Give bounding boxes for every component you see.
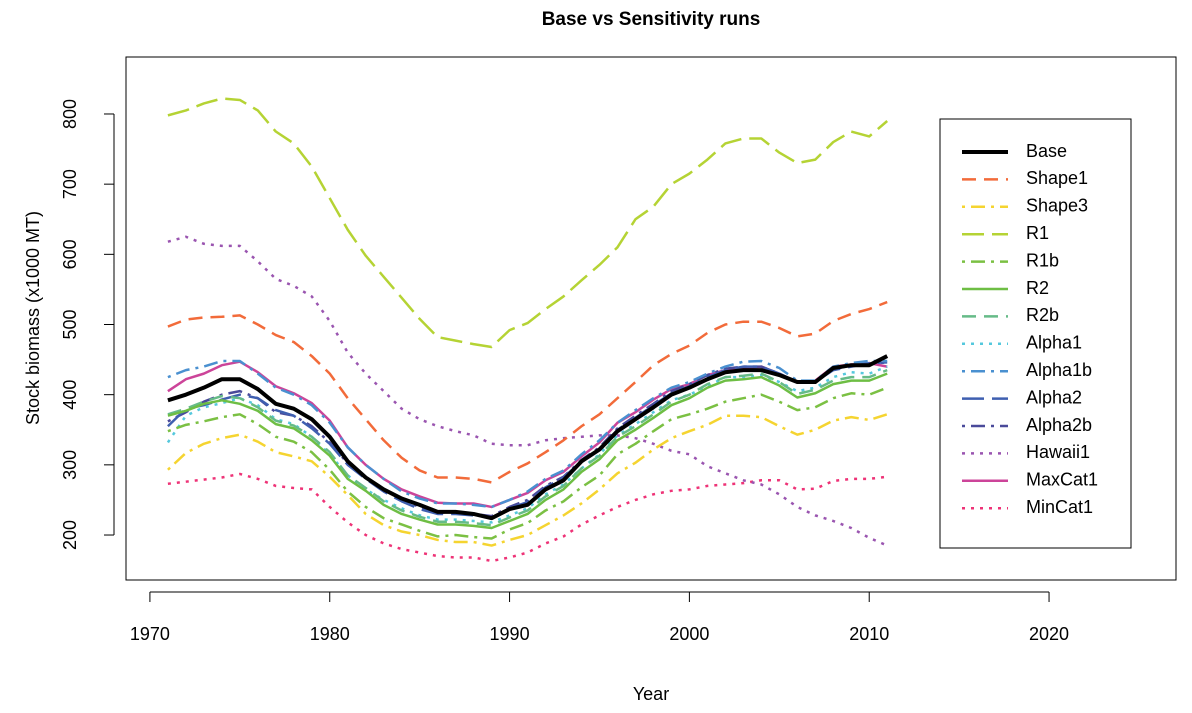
series-line <box>167 372 888 530</box>
series-line <box>167 97 889 349</box>
y-tick-label: 700 <box>60 169 80 199</box>
y-tick-label: 200 <box>60 520 80 550</box>
legend-label: Shape3 <box>1026 196 1088 216</box>
x-tick-label: 2000 <box>669 624 709 644</box>
y-axis-label: Stock biomass (x1000 MT) <box>23 211 43 425</box>
plot-frame <box>125 56 1177 581</box>
x-tick-label: 2020 <box>1029 624 1069 644</box>
series-line <box>167 368 888 527</box>
legend-label: Alpha1 <box>1026 333 1082 353</box>
legend-label: R2 <box>1026 278 1049 298</box>
legend-label: R1b <box>1026 250 1059 270</box>
y-tick-label: 400 <box>60 380 80 410</box>
legend-box <box>939 118 1132 549</box>
legend-label: R1 <box>1026 223 1049 243</box>
legend-label: MaxCat1 <box>1026 470 1098 490</box>
y-tick-label: 500 <box>60 309 80 339</box>
series-line <box>167 235 888 547</box>
series-line <box>167 359 888 509</box>
x-tick-label: 2010 <box>849 624 889 644</box>
legend-label: R2b <box>1026 305 1059 325</box>
y-tick-label: 300 <box>60 450 80 480</box>
legend-label: Alpha1b <box>1026 360 1092 380</box>
y-tick-label: 600 <box>60 239 80 269</box>
x-tick-label: 1990 <box>490 624 530 644</box>
series-line <box>167 361 888 519</box>
x-tick-label: 1970 <box>130 624 170 644</box>
series-line <box>167 413 888 547</box>
legend-label: Base <box>1026 141 1067 161</box>
chart-title: Base vs Sensitivity runs <box>542 9 761 30</box>
legend-label: Alpha2b <box>1026 415 1092 435</box>
legend-label: Alpha2 <box>1026 387 1082 407</box>
legend-label: Hawaii1 <box>1026 442 1090 462</box>
series-line <box>167 354 889 521</box>
series-line <box>167 300 888 484</box>
y-tick-label: 800 <box>60 99 80 129</box>
x-axis-label: Year <box>633 684 669 704</box>
legend-label: Shape1 <box>1026 168 1088 188</box>
x-tick-label: 1980 <box>310 624 350 644</box>
legend-label: MinCat1 <box>1026 497 1093 517</box>
series-line <box>167 386 888 540</box>
